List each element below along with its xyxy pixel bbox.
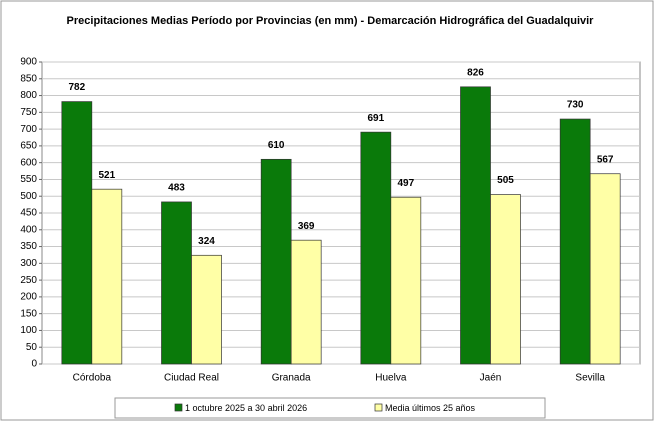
x-tick-label: Córdoba: [73, 373, 112, 384]
bar: [260, 158, 292, 365]
bar: [61, 101, 93, 365]
legend-box: [114, 397, 546, 419]
bar: [191, 254, 222, 365]
y-tick-label: 400: [20, 224, 37, 235]
y-tick-label: 200: [20, 292, 37, 303]
bar: [460, 86, 491, 365]
y-tick-label: 650: [20, 141, 37, 152]
x-tick-label: Jaén: [480, 373, 502, 384]
data-label: 369: [298, 221, 315, 232]
data-label: 497: [397, 178, 414, 189]
x-tick-label: Sevilla: [575, 373, 605, 384]
x-tick-label: Granada: [272, 373, 311, 384]
y-tick-label: 50: [26, 342, 38, 353]
y-tick-label: 100: [20, 325, 37, 336]
bar: [390, 196, 422, 365]
y-tick-label: 500: [20, 191, 37, 202]
y-tick-label: 850: [20, 73, 37, 84]
bar: [290, 239, 322, 365]
bar: [490, 194, 521, 365]
data-label: 610: [268, 140, 285, 151]
bar: [360, 131, 392, 365]
data-label: 691: [367, 113, 384, 124]
y-tick-label: 900: [20, 57, 37, 68]
data-label: 324: [198, 236, 215, 247]
y-tick-label: 350: [20, 241, 37, 252]
y-tick-label: 800: [20, 90, 37, 101]
y-tick-label: 150: [20, 308, 37, 319]
bar: [559, 118, 591, 365]
y-tick-label: 750: [20, 107, 37, 118]
y-tick-label: 450: [20, 208, 37, 219]
y-tick-label: 600: [20, 157, 37, 168]
data-label: 730: [567, 100, 584, 111]
chart-title: Precipitaciones Medias Período por Provi…: [66, 15, 594, 27]
y-tick-label: 700: [20, 124, 37, 135]
bar: [161, 201, 192, 365]
y-tick-label: 250: [20, 275, 37, 286]
x-tick-label: Ciudad Real: [164, 373, 219, 384]
y-tick-label: 550: [20, 174, 37, 185]
legend-label: 1 octubre 2025 a 30 abril 2026: [185, 403, 307, 413]
bar: [91, 188, 123, 365]
data-label: 826: [467, 67, 484, 78]
y-tick-label: 300: [20, 258, 37, 269]
y-tick-label: 0: [31, 359, 37, 370]
x-tick-label: Huelva: [375, 373, 407, 384]
data-label: 782: [68, 82, 85, 93]
legend-swatch: [174, 403, 183, 412]
legend-swatch: [374, 403, 383, 412]
bar: [589, 173, 621, 365]
data-label: 483: [168, 183, 185, 194]
legend-label: Media últimos 25 años: [385, 403, 476, 413]
data-label: 567: [597, 154, 614, 165]
data-label: 505: [497, 175, 514, 186]
data-label: 521: [98, 170, 115, 181]
